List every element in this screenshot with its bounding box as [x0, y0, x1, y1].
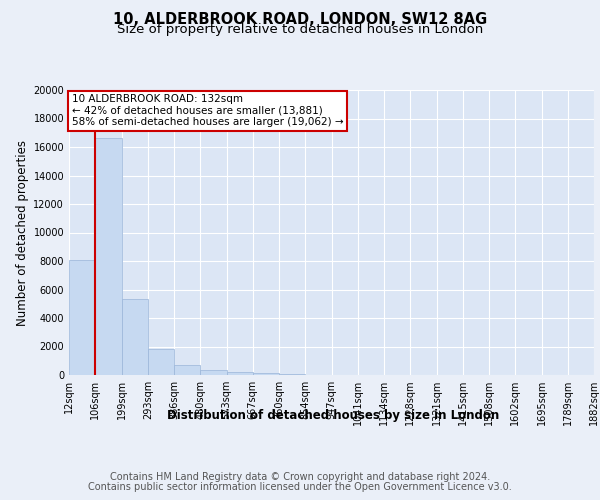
Bar: [279, 374, 305, 375]
Text: 10, ALDERBROOK ROAD, LONDON, SW12 8AG: 10, ALDERBROOK ROAD, LONDON, SW12 8AG: [113, 12, 487, 28]
Bar: [148, 348, 174, 375]
Bar: [69, 260, 95, 375]
Bar: [200, 370, 227, 375]
Text: Contains HM Land Registry data © Crown copyright and database right 2024.: Contains HM Land Registry data © Crown c…: [110, 472, 490, 482]
Y-axis label: Number of detached properties: Number of detached properties: [16, 140, 29, 326]
Bar: [253, 373, 279, 375]
Text: Distribution of detached houses by size in London: Distribution of detached houses by size …: [167, 408, 499, 422]
Text: Size of property relative to detached houses in London: Size of property relative to detached ho…: [117, 22, 483, 36]
Text: 10 ALDERBROOK ROAD: 132sqm
← 42% of detached houses are smaller (13,881)
58% of : 10 ALDERBROOK ROAD: 132sqm ← 42% of deta…: [71, 94, 343, 128]
Text: Contains public sector information licensed under the Open Government Licence v3: Contains public sector information licen…: [88, 482, 512, 492]
Bar: [95, 138, 121, 375]
Bar: [121, 300, 148, 375]
Bar: [174, 365, 200, 375]
Bar: [227, 372, 253, 375]
